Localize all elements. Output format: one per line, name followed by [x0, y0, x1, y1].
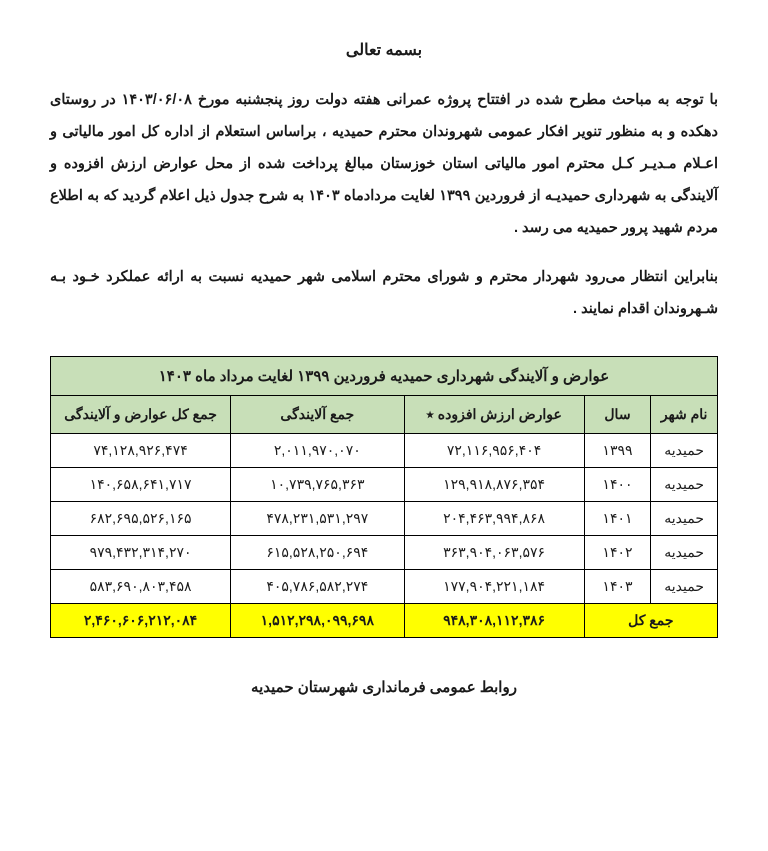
cell-year: ۱۴۰۱ [584, 502, 651, 536]
cell-year: ۱۴۰۰ [584, 468, 651, 502]
cell-total: ۹۷۹,۴۳۲,۳۱۴,۲۷۰ [51, 536, 231, 570]
table-row: حمیدیه ۱۳۹۹ ۷۲,۱۱۶,۹۵۶,۴۰۴ ۲,۰۱۱,۹۷۰,۰۷۰… [51, 434, 718, 468]
cell-year: ۱۳۹۹ [584, 434, 651, 468]
cell-vat: ۱۷۷,۹۰۴,۲۲۱,۱۸۴ [404, 570, 584, 604]
cell-pollution: ۴۰۵,۷۸۶,۵۸۲,۲۷۴ [231, 570, 404, 604]
cell-city: حمیدیه [651, 570, 718, 604]
table-row: حمیدیه ۱۴۰۱ ۲۰۴,۴۶۳,۹۹۴,۸۶۸ ۴۷۸,۲۳۱,۵۳۱,… [51, 502, 718, 536]
cell-pollution: ۲,۰۱۱,۹۷۰,۰۷۰ [231, 434, 404, 468]
cell-pollution: ۱۰,۷۳۹,۷۶۵,۳۶۳ [231, 468, 404, 502]
cell-vat: ۳۶۳,۹۰۴,۰۶۳,۵۷۶ [404, 536, 584, 570]
cell-vat: ۲۰۴,۴۶۳,۹۹۴,۸۶۸ [404, 502, 584, 536]
tax-table-container: عوارض و آلایندگی شهرداری حمیدیه فروردین … [50, 356, 718, 638]
table-total-row: جمع کل ۹۴۸,۳۰۸,۱۱۲,۳۸۶ ۱,۵۱۲,۲۹۸,۰۹۹,۶۹۸… [51, 604, 718, 638]
cell-total: ۷۴,۱۲۸,۹۲۶,۴۷۴ [51, 434, 231, 468]
tax-table: عوارض و آلایندگی شهرداری حمیدیه فروردین … [50, 356, 718, 638]
paragraph-2: بنابراین انتظار می‌رود شهردار محترم و شو… [50, 262, 718, 326]
cell-year: ۱۴۰۳ [584, 570, 651, 604]
cell-city: حمیدیه [651, 434, 718, 468]
total-label: جمع کل [584, 604, 717, 638]
col-header-total: جمع کل عوارض و آلایندگی [51, 396, 231, 434]
table-title: عوارض و آلایندگی شهرداری حمیدیه فروردین … [51, 357, 718, 396]
col-header-year: سال [584, 396, 651, 434]
cell-total: ۵۸۳,۶۹۰,۸۰۳,۴۵۸ [51, 570, 231, 604]
page-title: بسمه تعالی [50, 40, 718, 60]
cell-city: حمیدیه [651, 502, 718, 536]
table-row: حمیدیه ۱۴۰۲ ۳۶۳,۹۰۴,۰۶۳,۵۷۶ ۶۱۵,۵۲۸,۲۵۰,… [51, 536, 718, 570]
cell-year: ۱۴۰۲ [584, 536, 651, 570]
cell-pollution: ۶۱۵,۵۲۸,۲۵۰,۶۹۴ [231, 536, 404, 570]
total-pollution: ۱,۵۱۲,۲۹۸,۰۹۹,۶۹۸ [231, 604, 404, 638]
cell-total: ۱۴۰,۶۵۸,۶۴۱,۷۱۷ [51, 468, 231, 502]
cell-vat: ۱۲۹,۹۱۸,۸۷۶,۳۵۴ [404, 468, 584, 502]
table-row: حمیدیه ۱۴۰۰ ۱۲۹,۹۱۸,۸۷۶,۳۵۴ ۱۰,۷۳۹,۷۶۵,۳… [51, 468, 718, 502]
col-header-city: نام شهر [651, 396, 718, 434]
cell-vat: ۷۲,۱۱۶,۹۵۶,۴۰۴ [404, 434, 584, 468]
col-header-pollution: جمع آلایندگی [231, 396, 404, 434]
cell-city: حمیدیه [651, 468, 718, 502]
cell-pollution: ۴۷۸,۲۳۱,۵۳۱,۲۹۷ [231, 502, 404, 536]
table-row: حمیدیه ۱۴۰۳ ۱۷۷,۹۰۴,۲۲۱,۱۸۴ ۴۰۵,۷۸۶,۵۸۲,… [51, 570, 718, 604]
cell-city: حمیدیه [651, 536, 718, 570]
footer-text: روابط عمومی فرمانداری شهرستان حمیدیه [50, 678, 718, 696]
cell-total: ۶۸۲,۶۹۵,۵۲۶,۱۶۵ [51, 502, 231, 536]
col-header-vat: عوارض ارزش افزوده ٭ [404, 396, 584, 434]
total-sum: ۲,۴۶۰,۶۰۶,۲۱۲,۰۸۴ [51, 604, 231, 638]
paragraph-1: با توجه به مباحث مطرح شده در افتتاح پروژ… [50, 85, 718, 244]
total-vat: ۹۴۸,۳۰۸,۱۱۲,۳۸۶ [404, 604, 584, 638]
